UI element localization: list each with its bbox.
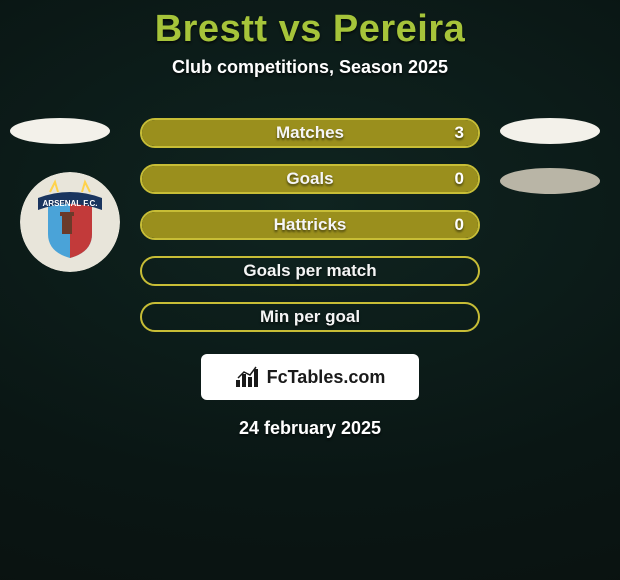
stat-bar: Goals 0 bbox=[140, 164, 480, 194]
left-player-ellipse bbox=[10, 118, 110, 144]
content-root: Brestt vs Pereira Club competitions, Sea… bbox=[0, 0, 620, 580]
stat-bar-label: Hattricks bbox=[274, 215, 347, 235]
right-player-ellipse-1 bbox=[500, 118, 600, 144]
source-logo-box: FcTables.com bbox=[201, 354, 419, 400]
page-title: Brestt vs Pereira bbox=[155, 8, 466, 51]
stat-bar-label: Goals bbox=[286, 169, 333, 189]
stat-bar: Matches 3 bbox=[140, 118, 480, 148]
comparison-section: ARSENAL F.C. Matches3Goals0Hattricks0Goa… bbox=[0, 118, 620, 332]
stat-bar: Hattricks 0 bbox=[140, 210, 480, 240]
stat-bars: Matches 3 Goals 0 Hattricks 0 Goals per match M… bbox=[140, 118, 480, 332]
crest-svg: ARSENAL F.C. bbox=[20, 172, 120, 272]
source-logo-text: FcTables.com bbox=[267, 367, 386, 388]
footer-date: 24 february 2025 bbox=[239, 418, 381, 439]
stat-bar-value: 0 bbox=[455, 215, 464, 235]
page-subtitle: Club competitions, Season 2025 bbox=[172, 57, 448, 78]
right-player-ellipse-2 bbox=[500, 168, 600, 194]
stat-bar-value: 0 bbox=[455, 169, 464, 189]
stat-bar-label: Min per goal bbox=[260, 307, 360, 327]
stat-bar-label: Matches bbox=[276, 123, 344, 143]
stat-bar-label: Goals per match bbox=[243, 261, 376, 281]
bars-icon bbox=[235, 366, 261, 388]
crest-banner-text: ARSENAL F.C. bbox=[43, 199, 98, 208]
stat-bar-value: 3 bbox=[455, 123, 464, 143]
stat-bar: Goals per match bbox=[140, 256, 480, 286]
team-crest: ARSENAL F.C. bbox=[20, 172, 120, 272]
stat-bar: Min per goal bbox=[140, 302, 480, 332]
